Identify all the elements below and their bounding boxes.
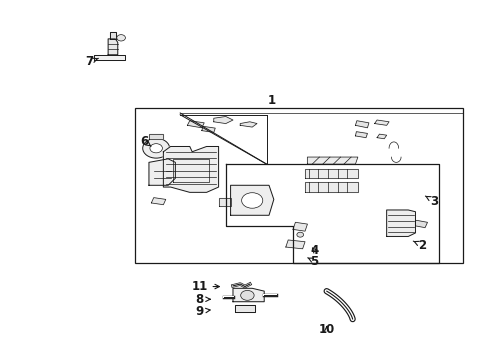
Polygon shape — [286, 240, 305, 249]
Polygon shape — [233, 288, 264, 302]
Polygon shape — [108, 39, 118, 55]
Polygon shape — [377, 134, 387, 139]
Polygon shape — [187, 121, 204, 128]
Circle shape — [242, 193, 263, 208]
Polygon shape — [94, 55, 125, 60]
Polygon shape — [149, 134, 163, 139]
Text: 1: 1 — [268, 94, 275, 107]
Circle shape — [150, 144, 162, 153]
Polygon shape — [305, 170, 358, 178]
Circle shape — [143, 138, 170, 158]
Polygon shape — [293, 222, 307, 231]
Polygon shape — [355, 121, 369, 128]
Circle shape — [117, 35, 125, 41]
Circle shape — [241, 291, 254, 300]
Text: 5: 5 — [308, 255, 319, 267]
Text: 9: 9 — [195, 305, 210, 318]
Polygon shape — [163, 147, 219, 192]
Text: 2: 2 — [413, 239, 427, 252]
Polygon shape — [307, 157, 358, 164]
Text: 4: 4 — [311, 244, 319, 257]
Polygon shape — [202, 126, 215, 132]
Text: 3: 3 — [425, 195, 439, 208]
Polygon shape — [219, 198, 231, 207]
Text: 6: 6 — [140, 135, 151, 148]
Text: 7: 7 — [85, 55, 98, 68]
Polygon shape — [231, 185, 274, 215]
Polygon shape — [375, 120, 389, 125]
Text: 8: 8 — [195, 293, 210, 306]
Polygon shape — [214, 117, 233, 123]
Polygon shape — [416, 221, 427, 228]
Polygon shape — [149, 159, 175, 185]
Polygon shape — [235, 305, 255, 312]
Circle shape — [297, 232, 304, 237]
Text: 11: 11 — [191, 280, 220, 293]
Polygon shape — [387, 210, 416, 237]
Polygon shape — [305, 183, 358, 192]
Polygon shape — [355, 132, 368, 138]
Bar — [135, 108, 464, 263]
Text: 10: 10 — [318, 323, 335, 337]
Polygon shape — [240, 122, 257, 127]
Polygon shape — [151, 198, 166, 205]
Polygon shape — [110, 32, 116, 39]
